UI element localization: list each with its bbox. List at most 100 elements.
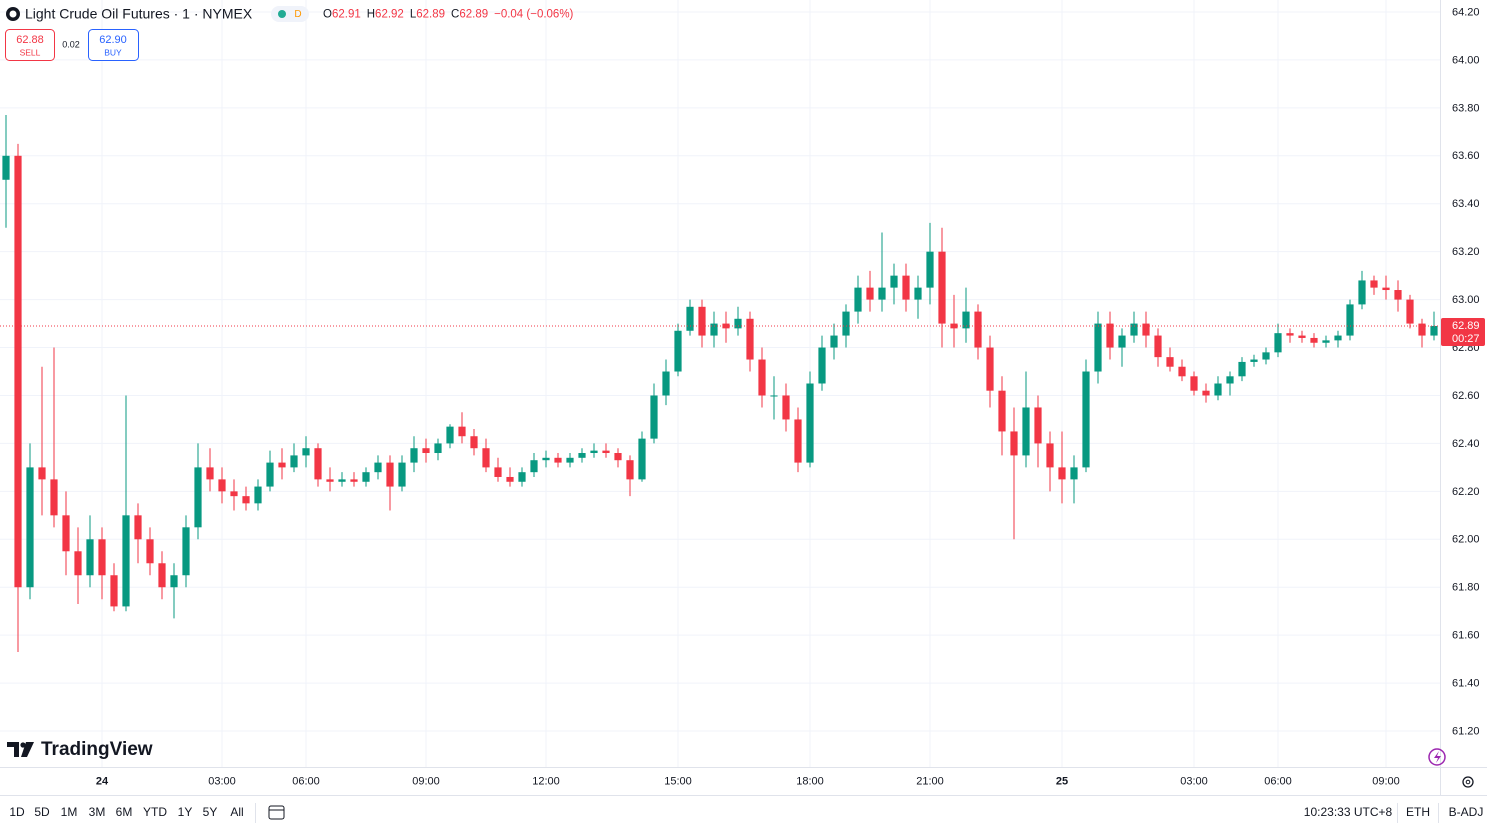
- adjustment[interactable]: B-ADJ: [1449, 805, 1484, 819]
- range-button[interactable]: 5D: [34, 805, 50, 819]
- range-button[interactable]: All: [230, 805, 243, 819]
- candle-body: [806, 383, 814, 463]
- range-button[interactable]: 5Y: [203, 805, 218, 819]
- candle-body: [218, 479, 226, 492]
- x-tick-label: 15:00: [664, 775, 692, 787]
- candle-body: [734, 318, 742, 329]
- candle-body: [890, 275, 898, 288]
- candle-body: [194, 467, 202, 528]
- candle-body: [818, 347, 826, 384]
- candle-body: [650, 395, 658, 439]
- status-pill[interactable]: [271, 6, 309, 22]
- range-button[interactable]: 1M: [61, 805, 78, 819]
- ohlc-value: 62.89: [459, 9, 488, 21]
- range-buttons: 1D 5D 1M 3M 6M YTD 1Y 5Y All: [9, 805, 243, 819]
- candle-body: [998, 390, 1006, 432]
- candle-body: [794, 419, 802, 463]
- candle-body: [242, 496, 250, 504]
- last-price-label: 62.89: [1452, 320, 1480, 332]
- session[interactable]: ETH: [1406, 805, 1430, 819]
- candle-body: [974, 311, 982, 348]
- range-button[interactable]: 1Y: [178, 805, 193, 819]
- candle-body: [1058, 467, 1066, 480]
- buy-button[interactable]: [88, 29, 139, 61]
- candle-body: [266, 462, 274, 487]
- range-button[interactable]: 6M: [116, 805, 133, 819]
- candle-body: [446, 426, 454, 444]
- range-button[interactable]: YTD: [143, 805, 167, 819]
- sell-button[interactable]: [5, 29, 55, 61]
- candle-body: [986, 347, 994, 391]
- candle-body: [494, 467, 502, 477]
- candle-body: [1226, 376, 1234, 384]
- y-tick-label: 61.80: [1452, 582, 1480, 594]
- candle-body: [698, 306, 706, 336]
- candle-body: [374, 462, 382, 473]
- countdown: 00:27: [1452, 333, 1480, 345]
- ohlc-key: L: [410, 9, 417, 21]
- candle-body: [1262, 352, 1270, 360]
- candle-body: [1010, 431, 1018, 456]
- ohlc: O62.91 H62.92 L62.89 C62.89 −0.04 (−0.06%): [323, 9, 574, 21]
- candle-body: [386, 462, 394, 487]
- candle-body: [122, 515, 130, 607]
- x-tick-label: 03:00: [208, 775, 236, 787]
- y-tick-label: 62.60: [1452, 390, 1480, 402]
- ohlc-key: O: [323, 9, 332, 21]
- settings-icon[interactable]: [1462, 776, 1474, 788]
- logo-mark: [7, 742, 34, 757]
- symbol-title[interactable]: Light Crude Oil Futures · 1 · NYMEX: [25, 6, 253, 22]
- candle-body: [902, 275, 910, 300]
- candle-body: [662, 371, 670, 396]
- candle-body: [326, 479, 334, 482]
- last-price-tag: [1441, 317, 1485, 346]
- candle-body: [746, 318, 754, 360]
- candle-body: [1298, 335, 1306, 338]
- y-tick-label: 63.80: [1452, 102, 1480, 114]
- x-tick-label: 24: [96, 775, 109, 787]
- candle-body: [1418, 323, 1426, 336]
- candle-body: [1406, 299, 1414, 324]
- candle-body: [14, 155, 22, 588]
- candle-body: [482, 448, 490, 468]
- settings-center: [1465, 779, 1471, 785]
- date-range-icon[interactable]: [268, 805, 285, 820]
- candle-body: [434, 443, 442, 454]
- clock[interactable]: 10:23:33 UTC+8: [1304, 805, 1393, 819]
- candle-body: [62, 515, 70, 552]
- candle-body: [602, 450, 610, 454]
- candle-body: [1154, 335, 1162, 358]
- sell-price[interactable]: 62.88: [16, 34, 44, 46]
- buy-price[interactable]: 62.90: [99, 34, 127, 46]
- x-tick-label: 12:00: [532, 775, 560, 787]
- candle-body: [410, 448, 418, 463]
- candle-body: [134, 515, 142, 540]
- candle-body: [1022, 407, 1030, 456]
- candle-body: [638, 438, 646, 480]
- x-tick-label: 06:00: [1264, 775, 1292, 787]
- candle-body: [590, 450, 598, 454]
- candle-body: [1082, 371, 1090, 468]
- range-button[interactable]: 3M: [89, 805, 106, 819]
- candle-body: [1346, 304, 1354, 336]
- candle-body: [914, 287, 922, 300]
- symbol-icon-inner: [9, 10, 17, 18]
- candle-body: [1394, 290, 1402, 300]
- candle-body: [614, 453, 622, 461]
- alert-bolt: [1434, 751, 1441, 763]
- candle-body: [554, 457, 562, 463]
- change: −0.04 (−0.06%): [494, 9, 573, 21]
- range-button[interactable]: 1D: [9, 805, 25, 819]
- candle-body: [674, 330, 682, 372]
- candle-body: [1322, 340, 1330, 343]
- alert-icon[interactable]: [1428, 748, 1446, 766]
- sell-label[interactable]: SELL: [20, 47, 41, 57]
- candle-body: [458, 426, 466, 437]
- candle-body: [926, 251, 934, 288]
- x-tick-label: 18:00: [796, 775, 824, 787]
- candle-body: [26, 467, 34, 588]
- candle-body: [1214, 383, 1222, 396]
- buy-label[interactable]: BUY: [104, 47, 122, 57]
